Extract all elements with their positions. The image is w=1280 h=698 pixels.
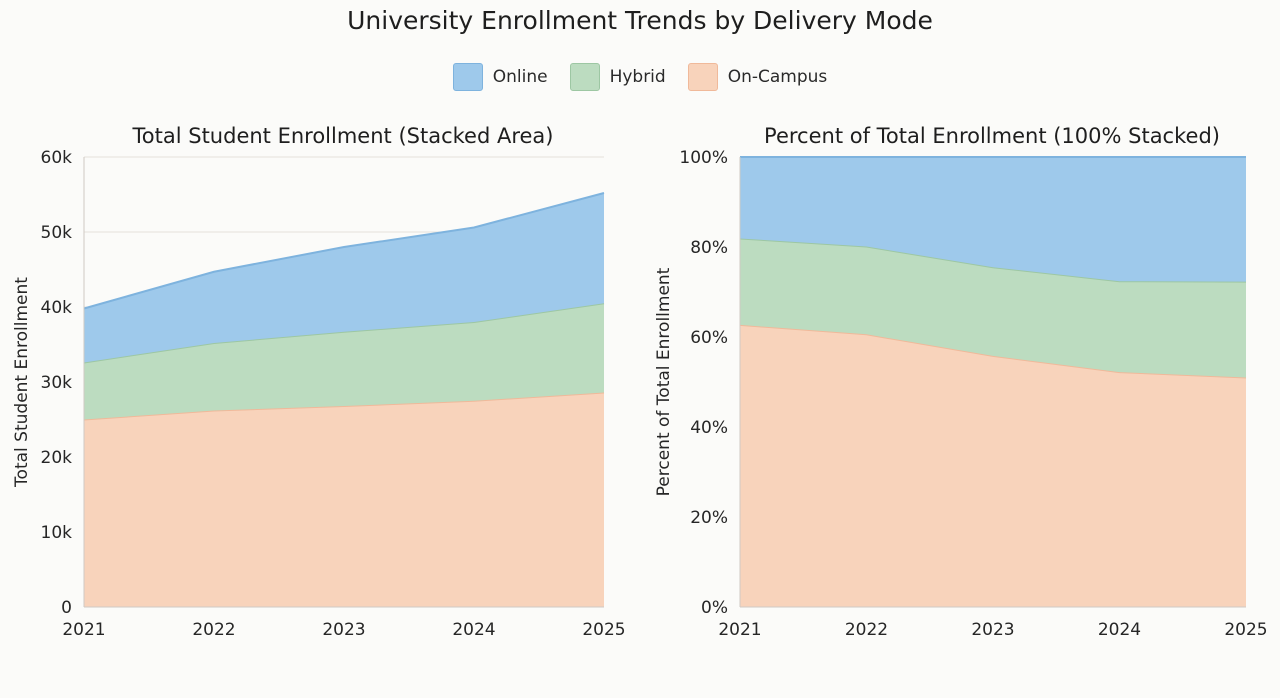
chart2-ytick-label: 60% — [690, 328, 728, 348]
chart2-area-hybrid — [740, 238, 1246, 378]
chart1-line-online — [83, 192, 605, 310]
chart1-title: Total Student Enrollment (Stacked Area) — [132, 124, 554, 148]
chart1-ylabel: Total Student Enrollment — [12, 277, 32, 488]
legend-swatch-hybrid — [569, 63, 600, 91]
chart2-ylabel: Percent of Total Enrollment — [654, 267, 674, 496]
legend-swatch-oncampus — [687, 63, 718, 91]
chart2-ytick-label: 40% — [690, 418, 728, 438]
chart2-ytick-label: 100% — [679, 148, 728, 168]
chart1-xtick-label: 2021 — [62, 620, 105, 640]
chart2-xtick-label: 2021 — [718, 620, 761, 640]
chart1-ytick-label: 30k — [41, 373, 73, 393]
chart1-xtick-label: 2022 — [192, 620, 235, 640]
chart1-area-online — [84, 193, 604, 363]
chart1-ytick-label: 0 — [61, 598, 72, 618]
chart-title: University Enrollment Trends by Delivery… — [347, 6, 933, 35]
chart2-xtick-label: 2023 — [971, 620, 1014, 640]
chart2-xtick-label: 2025 — [1224, 620, 1267, 640]
chart1-area-hybrid — [84, 303, 604, 420]
chart2-ytick-label: 20% — [690, 508, 728, 528]
chart2-area-online — [740, 157, 1246, 282]
chart1-xtick-label: 2024 — [452, 620, 495, 640]
chart2-ytick-label: 80% — [690, 238, 728, 258]
chart1-ytick-label: 60k — [41, 148, 73, 168]
chart1-ytick-label: 40k — [41, 298, 73, 318]
chart1-ytick-label: 10k — [41, 523, 73, 543]
legend-item-hybrid: Hybrid — [569, 63, 666, 91]
chart1-area-oncampus — [84, 392, 604, 607]
legend-item-online: Online — [452, 63, 548, 91]
chart1-xtick-label: 2025 — [582, 620, 625, 640]
legend-label-hybrid: Hybrid — [609, 67, 666, 87]
chart2-ytick-label: 0% — [701, 598, 728, 618]
chart1-ytick-label: 20k — [41, 448, 73, 468]
legend: Online Hybrid On-Campus — [0, 63, 1280, 91]
legend-item-oncampus: On-Campus — [687, 63, 828, 91]
chart2-title: Percent of Total Enrollment (100% Stacke… — [764, 124, 1220, 148]
chart2-area-oncampus — [740, 324, 1246, 607]
chart2-xtick-label: 2022 — [845, 620, 888, 640]
legend-swatch-online — [452, 63, 483, 91]
chart1-ytick-label: 50k — [41, 223, 73, 243]
legend-label-online: Online — [492, 67, 548, 87]
legend-label-oncampus: On-Campus — [727, 67, 828, 87]
chart1-xtick-label: 2023 — [322, 620, 365, 640]
chart2-xtick-label: 2024 — [1098, 620, 1141, 640]
